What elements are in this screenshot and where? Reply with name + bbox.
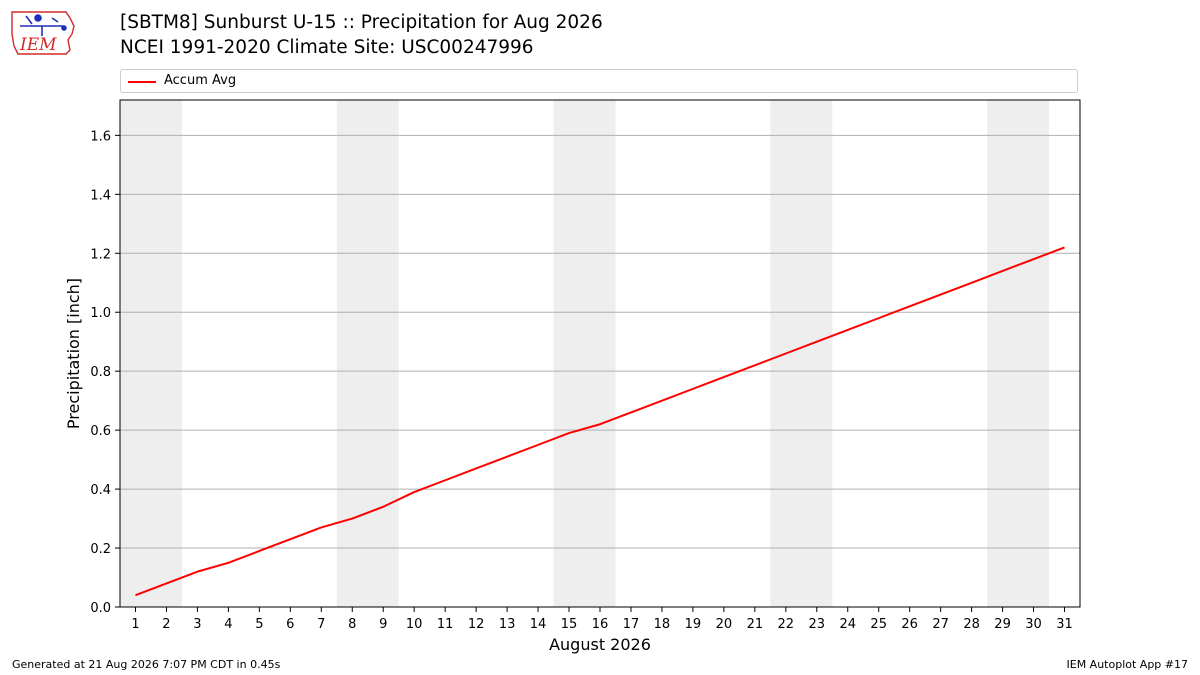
x-tick-label: 17 — [623, 617, 640, 632]
y-tick-label: 1.0 — [90, 306, 111, 321]
grid-lines — [120, 134, 1080, 549]
x-tick-label: 2 — [162, 617, 170, 632]
app-footer: IEM Autoplot App #17 — [1066, 658, 1189, 671]
y-tick-label: 1.2 — [90, 247, 111, 262]
x-tick-label: 30 — [1025, 617, 1042, 632]
y-tick-label: 1.6 — [90, 129, 111, 144]
y-tick-label: 1.4 — [90, 188, 111, 203]
x-tick-label: 21 — [747, 617, 764, 632]
x-tick-label: 12 — [468, 617, 485, 632]
x-tick-label: 19 — [685, 617, 702, 632]
x-axis-label: August 2026 — [549, 635, 651, 654]
x-tick-label: 28 — [963, 617, 980, 632]
x-tick-label: 25 — [870, 617, 887, 632]
iem-logo: IEM — [11, 11, 75, 55]
x-tick-label: 24 — [839, 617, 856, 632]
x-tick-label: 27 — [932, 617, 949, 632]
x-tick-label: 23 — [809, 617, 826, 632]
x-tick-label: 14 — [530, 617, 547, 632]
y-tick-label: 0.4 — [90, 483, 111, 498]
x-tick-label: 11 — [437, 617, 454, 632]
legend-swatch-accum-avg — [128, 81, 156, 83]
weekend-shade — [987, 100, 1050, 607]
chart-subtitle: NCEI 1991-2020 Climate Site: USC00247996 — [120, 37, 534, 58]
generated-footer: Generated at 21 Aug 2026 7:07 PM CDT in … — [12, 658, 281, 671]
y-tick-label: 0.8 — [90, 365, 111, 380]
x-tick-label: 26 — [901, 617, 918, 632]
y-tick-label: 0.2 — [90, 542, 111, 557]
x-tick-label: 22 — [778, 617, 795, 632]
x-tick-label: 16 — [592, 617, 609, 632]
weekend-shade — [770, 100, 833, 607]
x-tick-label: 4 — [224, 617, 232, 632]
x-tick-label: 31 — [1056, 617, 1073, 632]
weekend-shade — [553, 100, 616, 607]
legend: Accum Avg — [120, 69, 1078, 93]
x-tick-label: 3 — [193, 617, 201, 632]
y-axis: 0.0 0.2 0.4 0.6 0.8 1.0 1.2 1.4 1.6 — [90, 129, 120, 616]
x-tick-label: 29 — [994, 617, 1011, 632]
x-tick-label: 8 — [348, 617, 356, 632]
weekend-shade — [120, 100, 182, 607]
y-axis-label: Precipitation [inch] — [64, 278, 83, 429]
legend-label-accum-avg: Accum Avg — [164, 73, 237, 88]
x-tick-label: 1 — [131, 617, 139, 632]
x-tick-label: 13 — [499, 617, 516, 632]
iowa-outline-icon — [11, 11, 75, 55]
chart-title: [SBTM8] Sunburst U-15 :: Precipitation f… — [120, 12, 603, 33]
weekend-shade — [336, 100, 399, 607]
x-axis: 1 2 3 4 5 6 7 8 9 10 11 12 13 14 15 16 17 18 19 20 21 22 23 24 2… — [131, 607, 1073, 632]
x-tick-label: 5 — [255, 617, 263, 632]
weekend-shading — [120, 100, 1050, 607]
series-layer — [135, 246, 1065, 597]
x-tick-label: 18 — [654, 617, 671, 632]
logo-text: IEM — [19, 35, 57, 55]
x-tick-label: 10 — [406, 617, 423, 632]
x-tick-label: 15 — [561, 617, 578, 632]
y-tick-label: 0.6 — [90, 424, 111, 439]
x-tick-label: 9 — [379, 617, 387, 632]
x-tick-label: 20 — [716, 617, 733, 632]
x-tick-label: 7 — [317, 617, 325, 632]
y-tick-label: 0.0 — [90, 601, 111, 616]
weather-station-icon — [20, 14, 67, 36]
x-tick-label: 6 — [286, 617, 294, 632]
